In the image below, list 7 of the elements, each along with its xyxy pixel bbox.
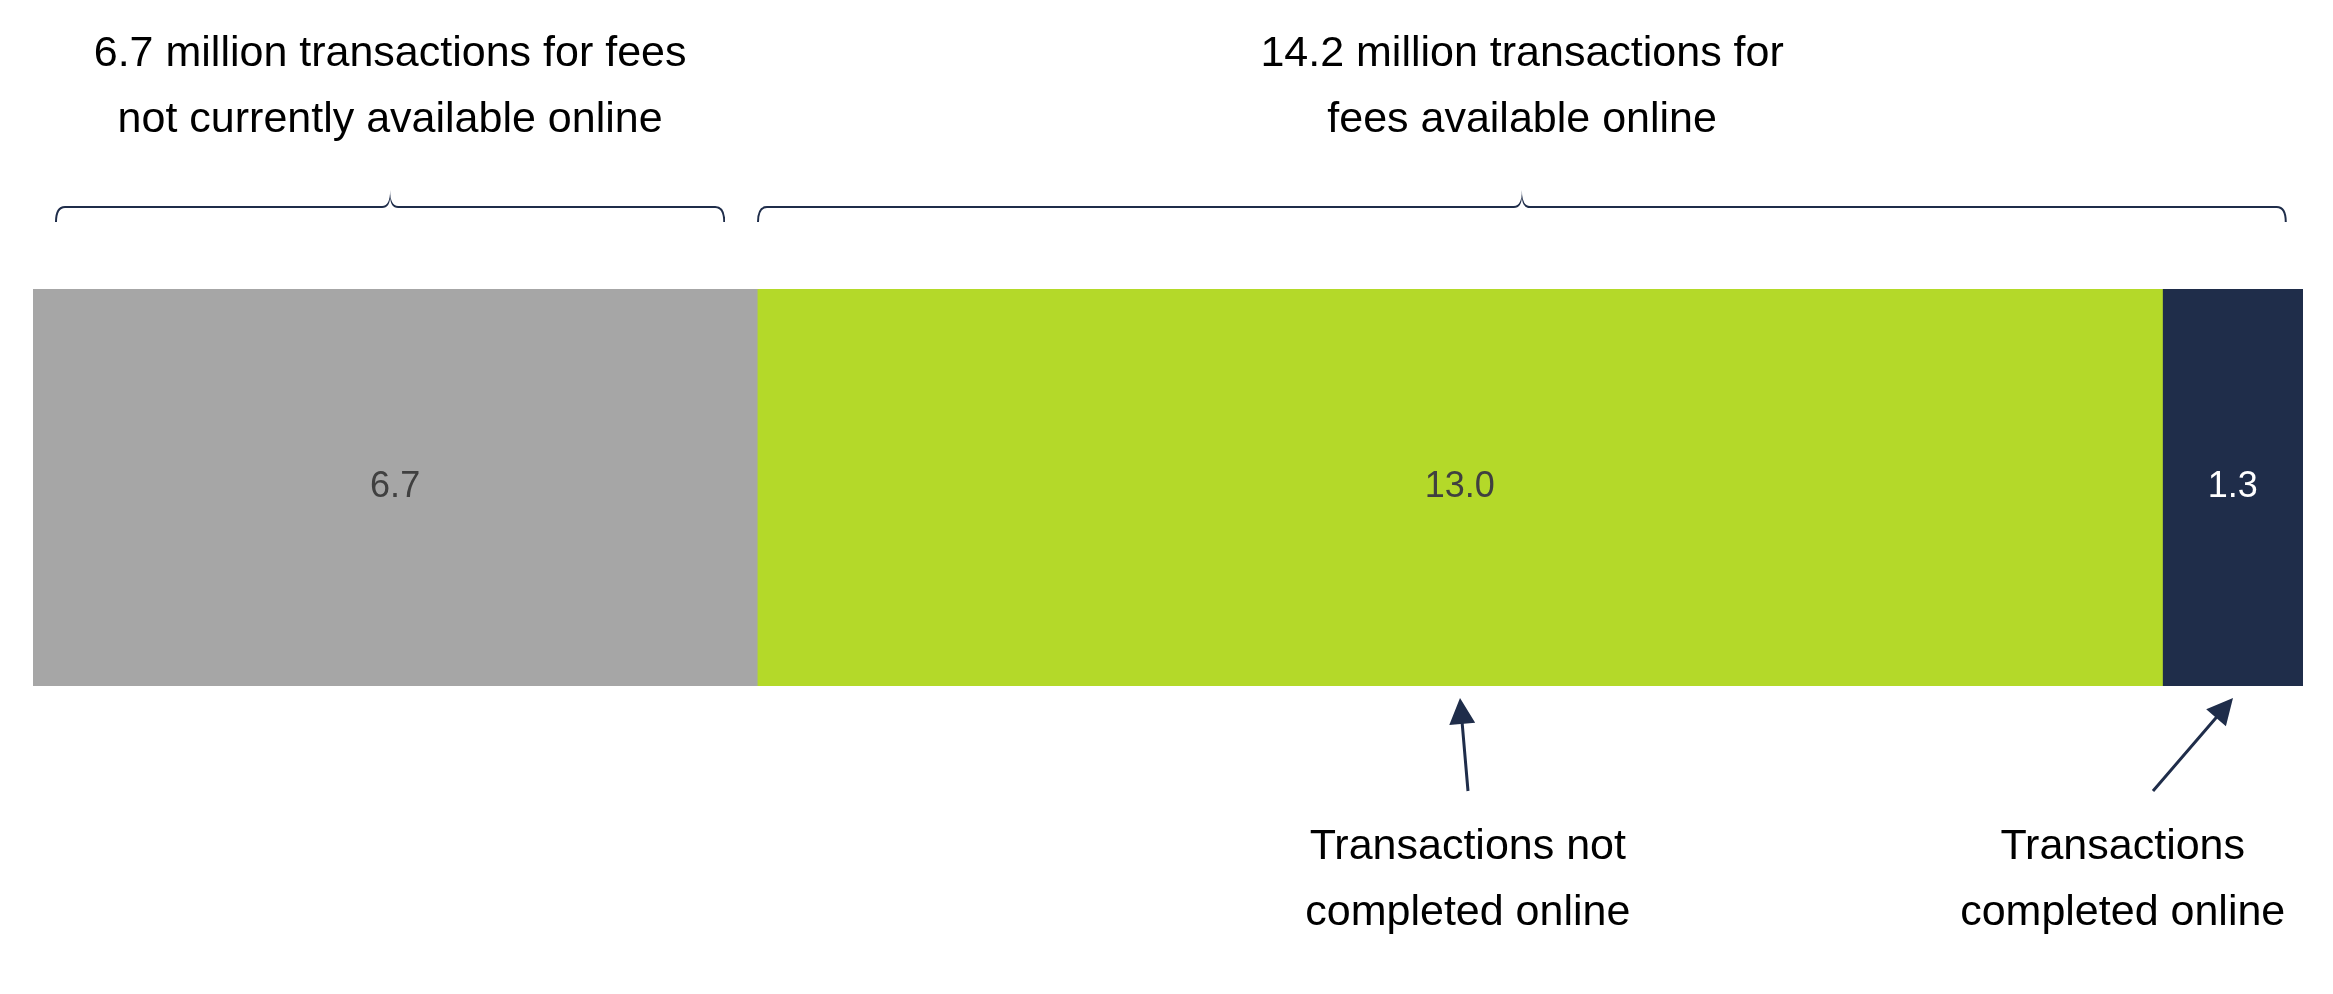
text: 14.2 million transactions for fees available online: [1259, 26, 1785, 143]
text: 6.7 million transactions for fees not currently available online: [92, 26, 688, 143]
data-label: 6.7: [370, 464, 421, 506]
text: Transactions not completed online: [1304, 819, 1632, 936]
data-label: 1.3: [2207, 464, 2258, 506]
data-label: 13.0: [1424, 464, 1495, 506]
text: Transactions completed online: [1959, 819, 2287, 936]
